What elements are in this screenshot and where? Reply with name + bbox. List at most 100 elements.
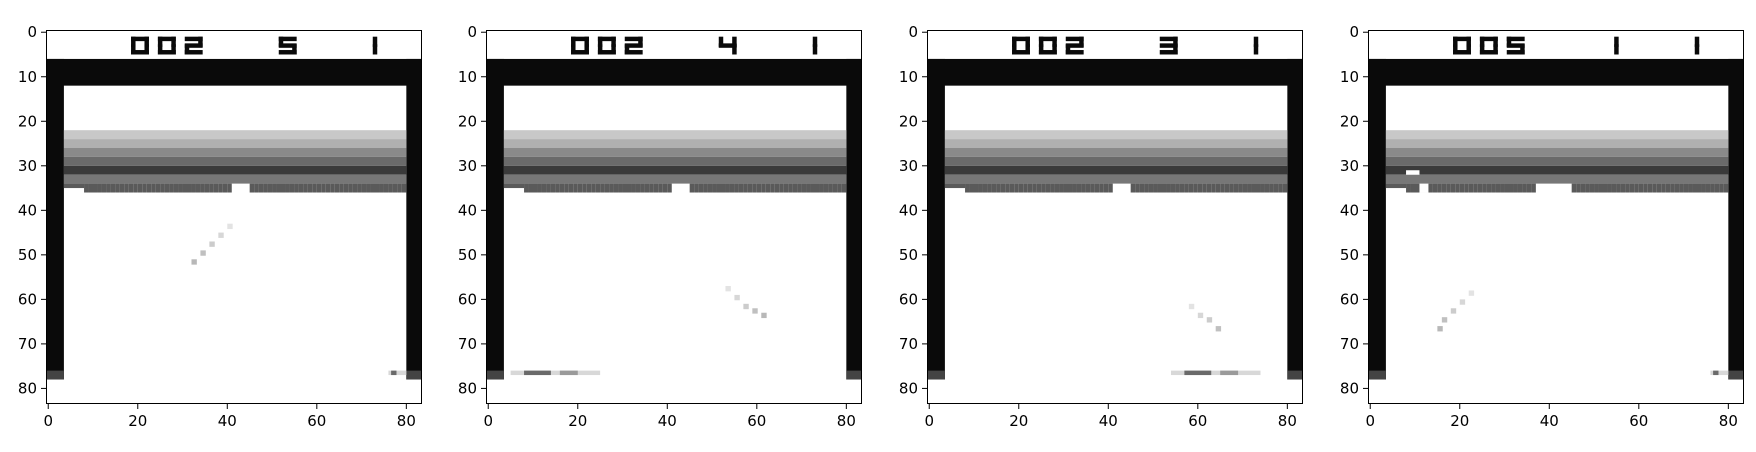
brick-band [63,139,407,148]
axes-frame [46,30,422,404]
brick [586,183,592,193]
brick [1652,183,1657,193]
brick-hole [1419,183,1429,193]
paddle-core [559,370,578,376]
brick [627,183,632,193]
brick [1108,183,1113,193]
brick [1486,183,1492,193]
brick [788,183,793,193]
brick [1233,183,1239,193]
brick [974,183,979,193]
brick [667,183,672,193]
brick [1175,183,1180,193]
brick [573,183,578,193]
brick [213,183,219,193]
brick [1385,183,1407,189]
brick-band [1385,156,1729,166]
x-tick-label: 60 [1629,412,1648,430]
ball-pixel [752,308,758,314]
brick-band [1385,165,1729,175]
left-wall [927,58,945,380]
score-digit [1506,36,1525,55]
brick [969,183,974,193]
brick [725,183,730,193]
brick [1611,183,1617,193]
brick [982,183,988,193]
y-tick-label: 70 [18,335,37,353]
brick [1148,183,1154,193]
brick [289,183,295,193]
brick [613,183,619,193]
brick [1585,183,1590,193]
brick [1242,183,1248,193]
brick [307,183,313,193]
brick [555,183,560,193]
brick [1665,183,1671,193]
brick [155,183,161,193]
game-frame-2: 0 20 40 60 80 0 10 20 30 40 50 60 70 80 [458,23,862,430]
ball-pixel [734,294,740,301]
brick [770,183,775,193]
brick-band [1385,130,1729,140]
brick [1477,183,1483,193]
brick [1193,183,1198,193]
ball-pixel [1215,326,1222,332]
axes-frame [486,30,862,404]
brick [503,183,525,189]
brick [200,183,205,193]
brick [1629,183,1635,193]
brick [1625,183,1630,193]
brick [101,183,107,193]
brick [191,183,196,193]
brick-band [503,156,847,166]
brick [1616,183,1621,193]
brick [334,183,340,193]
brick [63,183,85,189]
axes-frame [927,30,1303,404]
paddle-blur [1710,370,1729,376]
y-tick-label: 80 [899,379,918,397]
y-tick-label: 10 [1340,68,1359,86]
brick [366,183,371,193]
brick [1157,183,1162,193]
brick [550,183,556,193]
brick [151,183,156,193]
brick [1018,183,1024,193]
brick [1023,183,1028,193]
lives-display [718,36,737,55]
ball-pixel [1441,317,1448,323]
brick [169,183,174,193]
brick [195,183,201,193]
brick [187,183,192,193]
x-tick-label: 20 [1009,412,1028,430]
y-tick-label: 50 [458,246,477,264]
brick [1238,183,1243,193]
brick [1710,183,1715,193]
right-wall [846,58,862,380]
brick [528,183,533,193]
brick [119,183,125,193]
axes-ticks: 0 20 40 60 80 0 10 20 30 40 50 60 70 80 [18,23,416,430]
brick [658,183,663,193]
brick [1269,183,1274,193]
ball-pixel [725,286,731,292]
brick [1410,183,1415,193]
brick [1531,183,1536,193]
y-tick-label: 70 [899,335,918,353]
brick [707,183,713,193]
brick [1603,183,1608,193]
brick [1491,183,1496,193]
brick [294,183,299,193]
brick [249,183,255,193]
brick-band [1385,147,1729,157]
brick-band [944,147,1288,157]
brick-row-bottom [944,183,1288,193]
brick [837,183,842,193]
brick [689,183,695,193]
brick-band [944,156,1288,166]
brick [209,183,214,193]
brick [1144,183,1149,193]
y-tick-label: 0 [908,23,918,41]
brick [1638,183,1644,193]
left-wall [1368,58,1386,380]
